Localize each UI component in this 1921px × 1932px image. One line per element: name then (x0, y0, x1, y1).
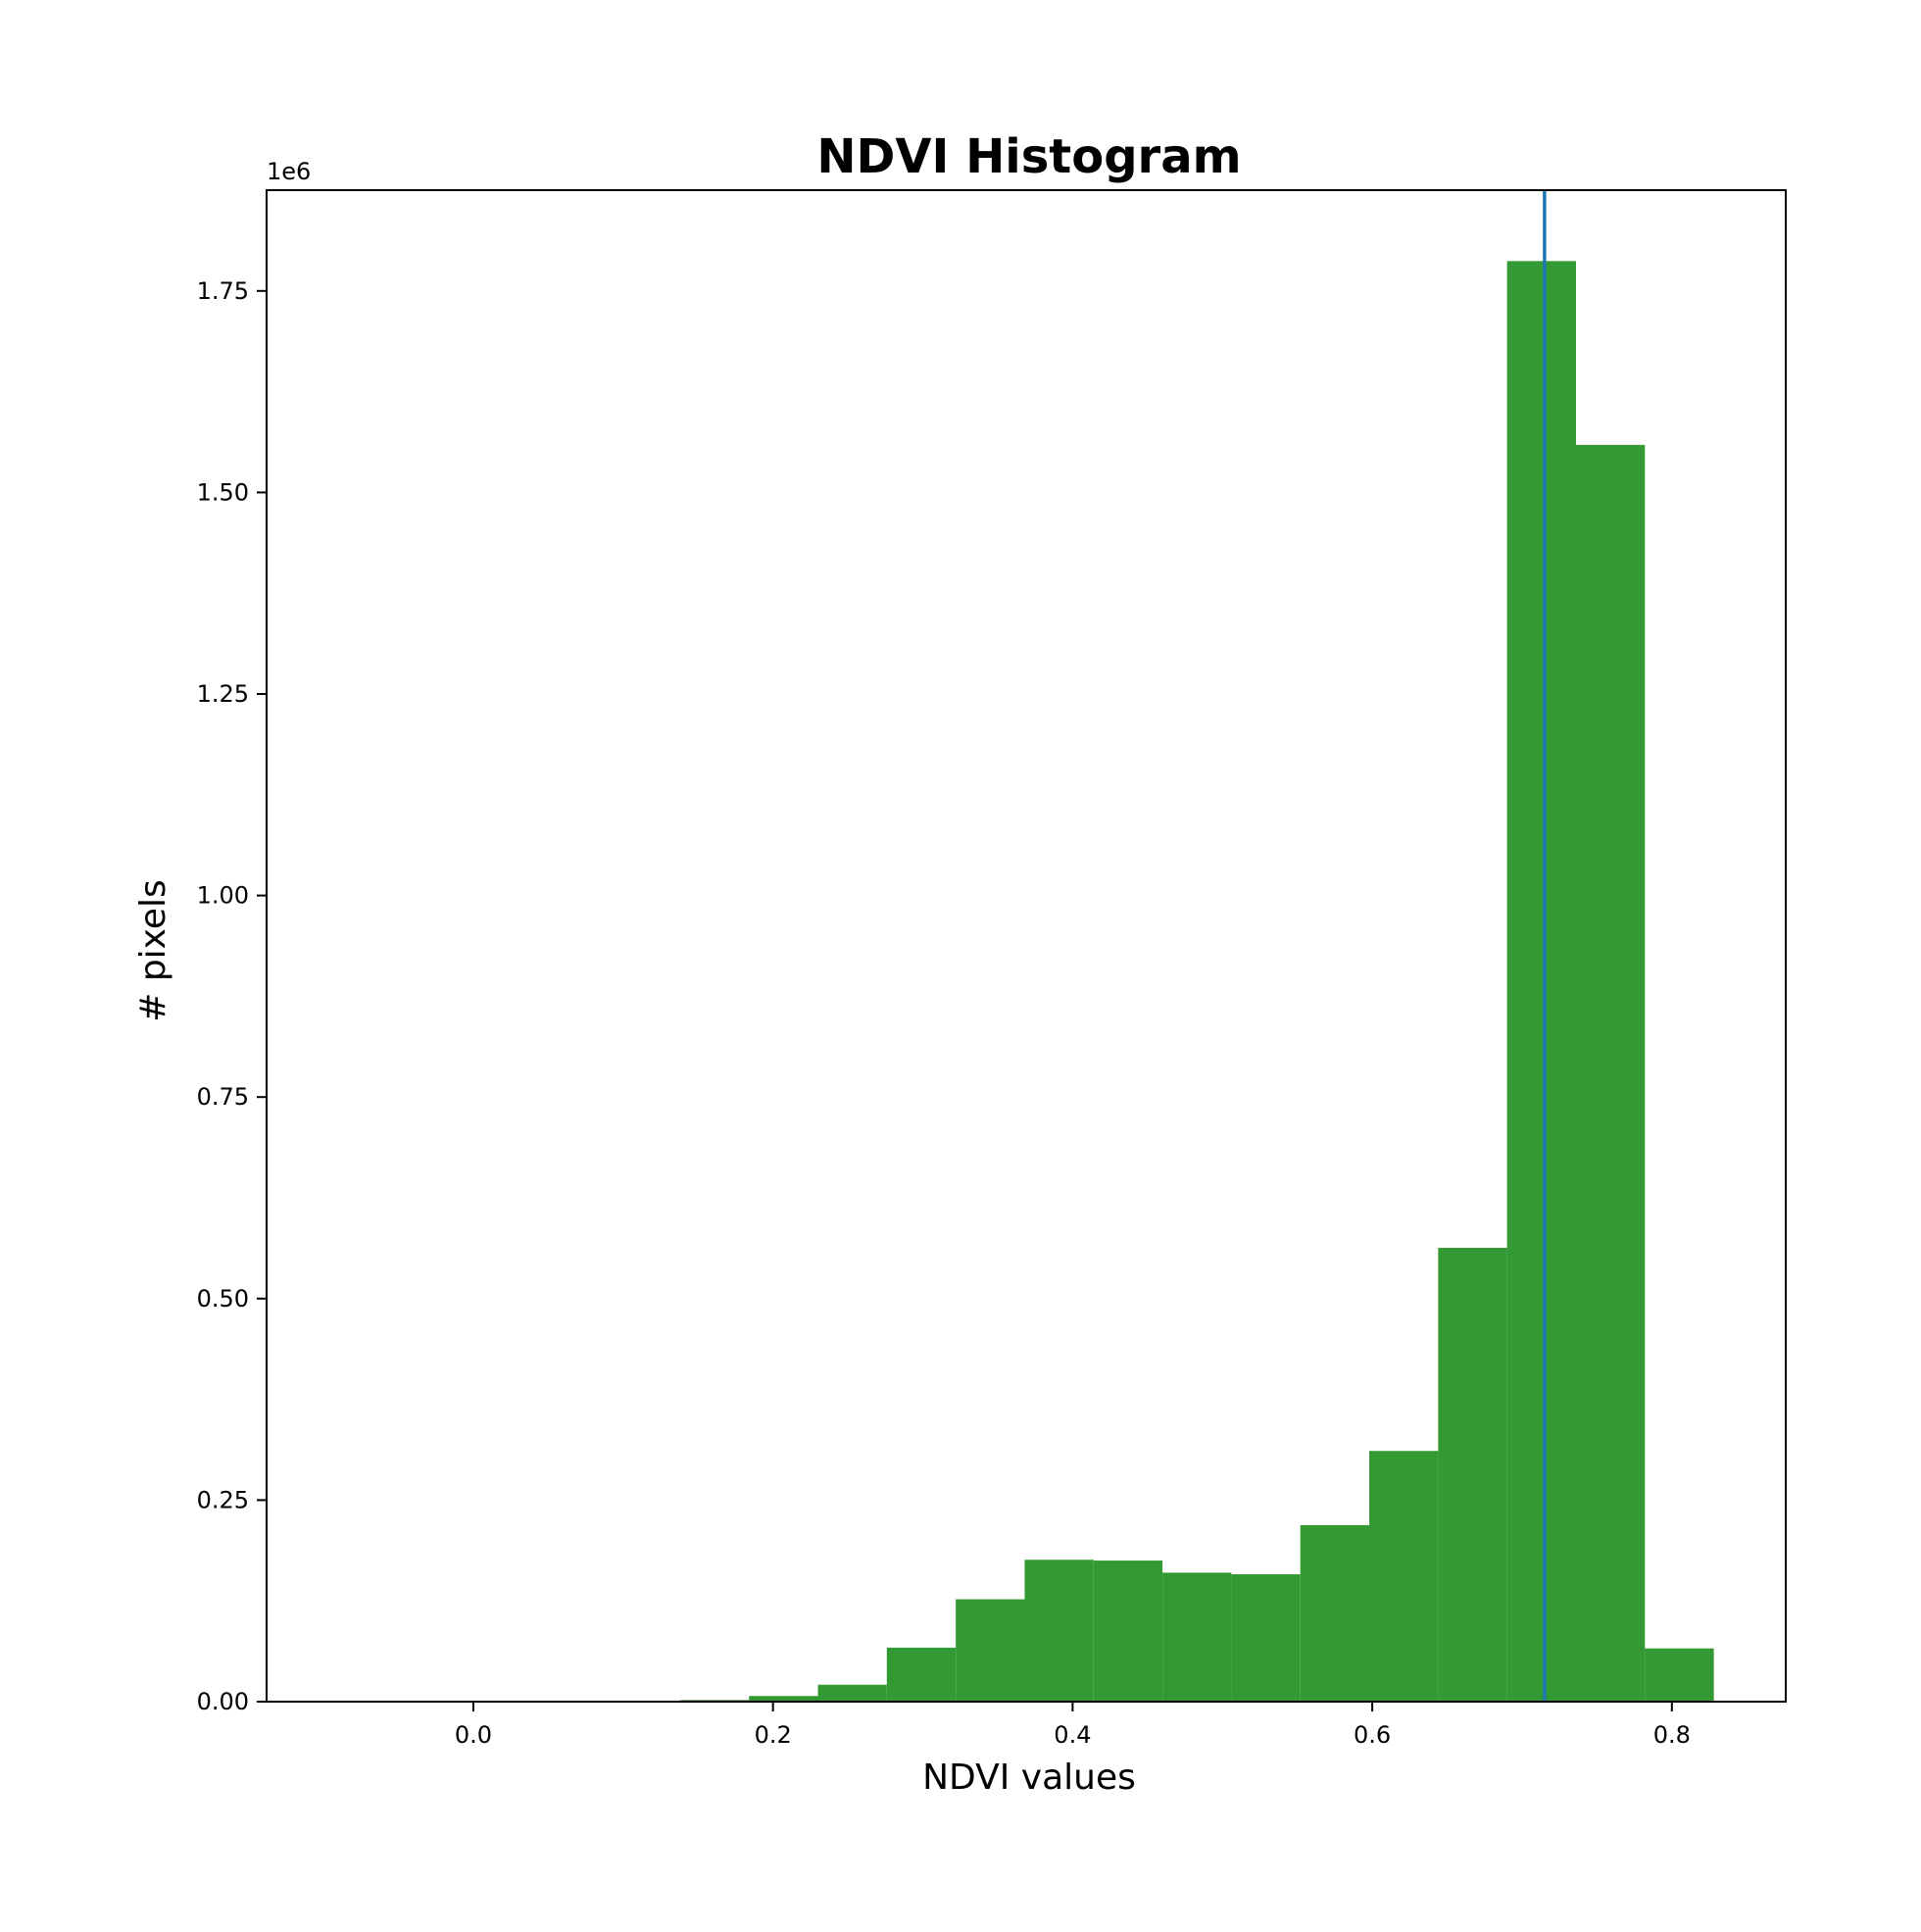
histogram-bar (1162, 1572, 1232, 1702)
y-tick-label: 0.50 (197, 1285, 249, 1313)
histogram-bar (1300, 1524, 1370, 1702)
x-tick-label: 0.6 (1354, 1721, 1391, 1749)
y-tick-label: 0.25 (197, 1486, 249, 1513)
histogram-bar (817, 1684, 887, 1702)
histogram-bar (1575, 444, 1646, 1702)
histogram-bar (1369, 1451, 1439, 1702)
histogram-bar (1438, 1247, 1507, 1702)
y-tick-label: 1.25 (197, 680, 249, 708)
y-tick-label: 0.75 (197, 1083, 249, 1111)
y-ticks-group: 0.00 0.25 0.50 0.75 1.00 1.25 1.50 1.75 (197, 277, 267, 1715)
histogram-bar (1506, 261, 1576, 1702)
x-tick-label: 0.8 (1653, 1721, 1691, 1749)
histogram-bar (1231, 1574, 1301, 1702)
y-tick-label: 1.00 (197, 882, 249, 910)
x-tick-label: 0.4 (1054, 1721, 1091, 1749)
x-ticks-group: 0.0 0.2 0.4 0.6 0.8 (455, 1702, 1691, 1749)
histogram-bar (1645, 1648, 1714, 1702)
histogram-bar (749, 1696, 818, 1702)
histogram-bar (886, 1647, 957, 1702)
plot-frame (266, 189, 1787, 1703)
y-axis-label: # pixels (133, 879, 173, 1022)
y-tick-label: 1.50 (197, 478, 249, 506)
chart-title: NDVI Histogram (816, 129, 1241, 184)
y-tick-label: 0.00 (197, 1688, 249, 1715)
x-axis-label: NDVI values (922, 1758, 1136, 1798)
histogram-bar (956, 1599, 1025, 1702)
y-tick-label: 1.75 (197, 277, 249, 305)
x-tick-label: 0.0 (455, 1721, 492, 1749)
x-tick-label: 0.2 (755, 1721, 792, 1749)
histogram-bar (1093, 1560, 1163, 1702)
y-offset-label: 1e6 (267, 158, 311, 185)
histogram-bar (1024, 1560, 1094, 1702)
bars-group (679, 261, 1714, 1702)
